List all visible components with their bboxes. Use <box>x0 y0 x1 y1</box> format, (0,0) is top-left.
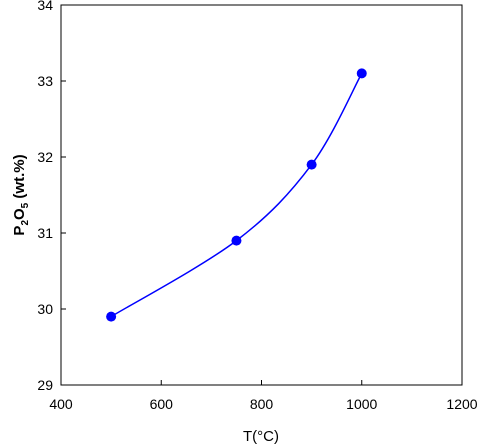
y-tick-label: 30 <box>37 301 53 317</box>
data-point <box>306 159 317 170</box>
y-axis-title-sub1: 2 <box>20 220 31 226</box>
data-point <box>356 68 367 79</box>
x-axis-title: T(°C) <box>243 428 279 445</box>
y-axis-title-sub2: 5 <box>20 202 31 208</box>
data-point <box>106 311 117 322</box>
x-axis-ticks: 400 600 800 1000 1200 <box>49 380 478 412</box>
y-tick-label: 32 <box>37 149 53 165</box>
y-axis-title: P2O5 (wt.%) <box>11 154 31 235</box>
y-axis-title-base: P <box>11 226 28 236</box>
y-axis-title-tail: (wt.%) <box>11 154 28 202</box>
x-tick-label: 1200 <box>446 396 477 412</box>
y-axis-ticks: 29 30 31 32 33 34 <box>37 0 66 393</box>
series-line <box>110 73 363 318</box>
y-tick-label: 29 <box>37 377 53 393</box>
y-tick-label: 33 <box>37 73 53 89</box>
x-tick-label: 800 <box>250 396 274 412</box>
data-points <box>106 68 367 322</box>
data-point <box>231 235 242 246</box>
x-tick-label: 600 <box>150 396 174 412</box>
x-tick-label: 1000 <box>346 396 377 412</box>
y-tick-label: 31 <box>37 225 53 241</box>
y-axis-title-mid: O <box>11 208 28 220</box>
y-tick-label: 34 <box>37 0 53 13</box>
x-tick-label: 400 <box>49 396 73 412</box>
plot-area-frame <box>60 4 463 386</box>
